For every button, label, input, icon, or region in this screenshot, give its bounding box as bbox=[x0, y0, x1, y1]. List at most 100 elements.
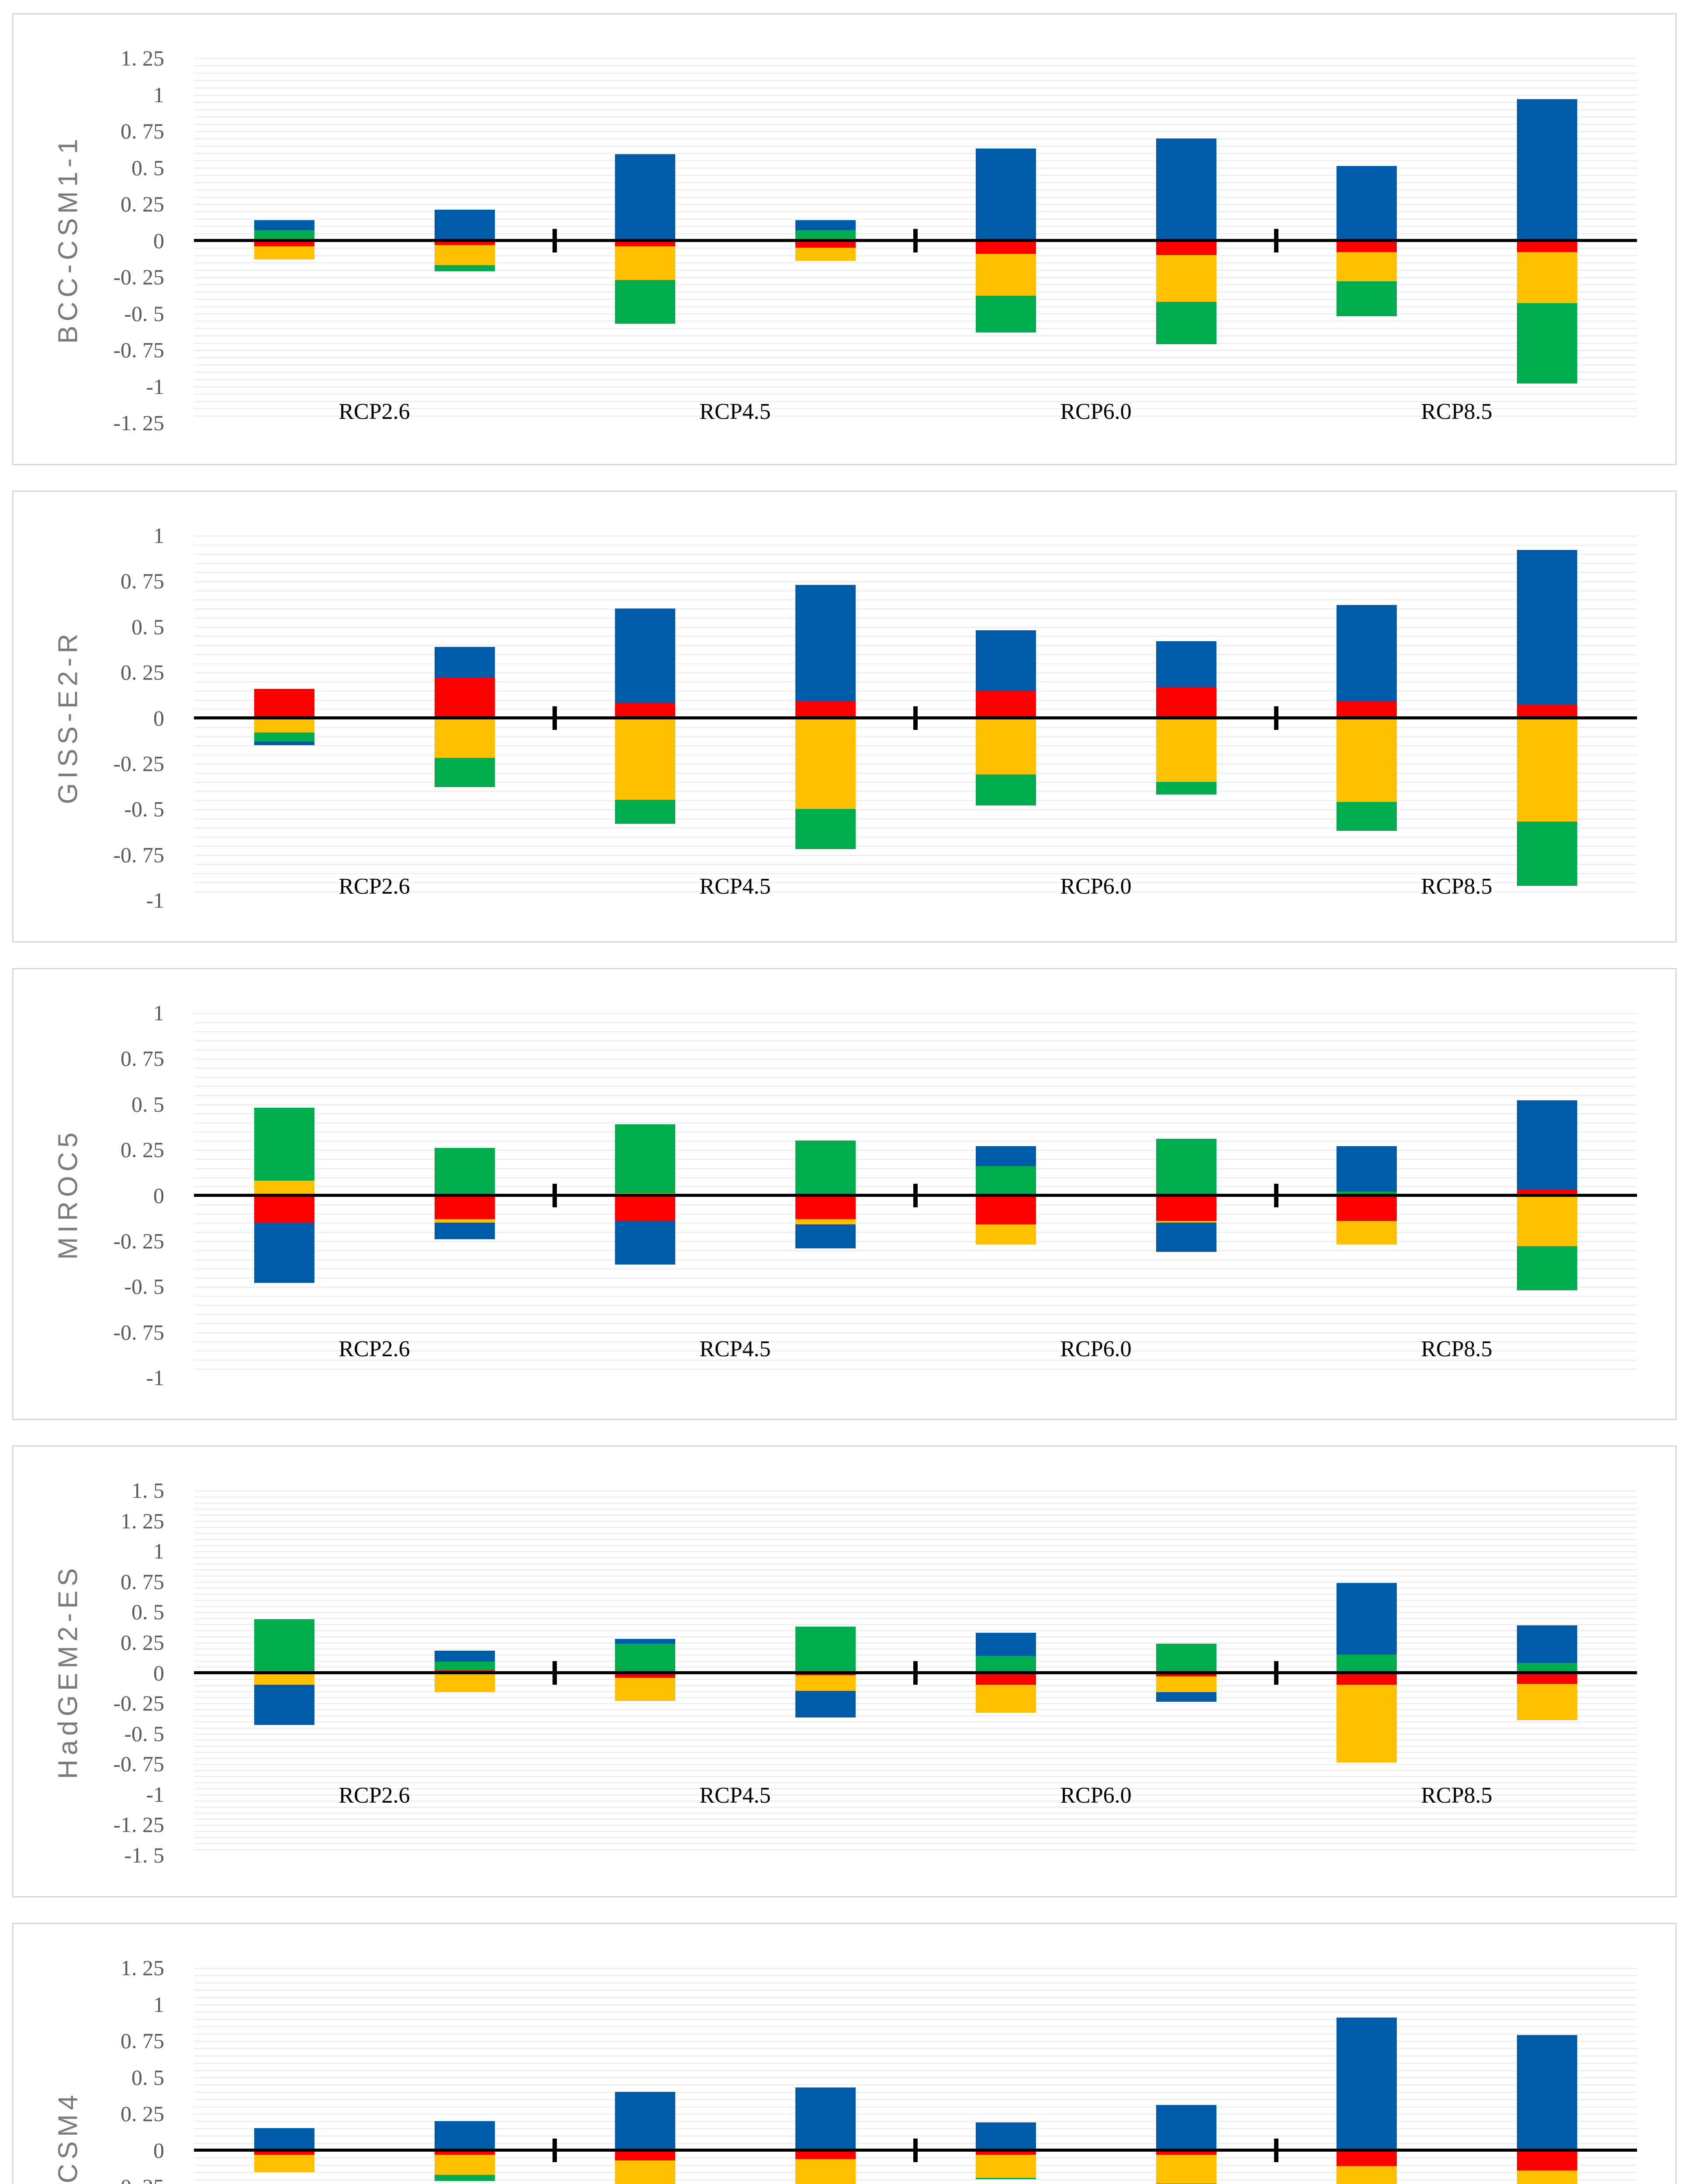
bar-segment-green bbox=[1336, 802, 1397, 831]
bar-segment-yellow bbox=[1156, 255, 1216, 302]
stacked-bar bbox=[615, 58, 675, 423]
bar-segment-green bbox=[434, 758, 495, 788]
bar-segment-green bbox=[795, 1626, 856, 1673]
bar-segment-red bbox=[1336, 701, 1397, 718]
category-divider-tick bbox=[553, 1661, 557, 1685]
stacked-bar bbox=[615, 1013, 675, 1378]
bar-segment-red bbox=[795, 2150, 856, 2159]
bar-segment-yellow bbox=[615, 1677, 675, 1701]
bar-segment-yellow bbox=[254, 1673, 314, 1685]
stacked-bar bbox=[795, 536, 856, 900]
bar-segment-blue bbox=[975, 1146, 1036, 1166]
category-divider-tick bbox=[553, 1183, 557, 1207]
bar-segment-blue bbox=[975, 2122, 1036, 2150]
bar-segment-blue bbox=[434, 1223, 495, 1239]
y-tick-label: 0 bbox=[153, 705, 164, 730]
bar-segment-blue bbox=[615, 154, 675, 241]
y-tick-label: 0. 25 bbox=[121, 192, 164, 216]
bar-segment-red bbox=[1516, 2150, 1577, 2171]
bar-segment-blue bbox=[615, 608, 675, 704]
stacked-bar bbox=[615, 1968, 675, 2184]
bar-segment-red bbox=[1156, 1195, 1216, 1221]
bar-segment-green bbox=[1156, 1643, 1216, 1673]
y-tick-label: -0. 25 bbox=[113, 1691, 164, 1716]
bar-segment-blue bbox=[1516, 1625, 1577, 1663]
chart-panel-hadgem2-es: HadGEM2-ES 1. 5 1. 25 1 0. 75 0. 5 0. 25 0 -0. 2… bbox=[12, 1445, 1677, 1897]
y-tick-label: 0 bbox=[153, 1660, 164, 1685]
bar-segment-blue bbox=[1516, 2035, 1577, 2150]
bar-segment-green bbox=[795, 809, 856, 850]
chart-panel-miroc5: MIROC5 1 0. 75 0. 5 0. 25 0 -0. 25 -0. 5 -0. 75-… bbox=[12, 968, 1677, 1420]
y-tick-label: 0. 5 bbox=[131, 614, 164, 639]
stacked-bar bbox=[1336, 1013, 1397, 1378]
bar-segment-yellow bbox=[1156, 2154, 1216, 2184]
bar-segment-yellow bbox=[254, 246, 314, 259]
bar-segment-green bbox=[1156, 301, 1216, 344]
bar-segment-yellow bbox=[1336, 2166, 1397, 2184]
bar-segment-red bbox=[254, 1195, 314, 1223]
bar-segment-yellow bbox=[1516, 2170, 1577, 2184]
bar-segment-blue bbox=[254, 1685, 314, 1725]
bar-segment-yellow bbox=[975, 2154, 1036, 2178]
y-tick-label: 0. 75 bbox=[121, 1046, 164, 1071]
bar-segment-green bbox=[1336, 281, 1397, 317]
category-label: RCP2.6 bbox=[338, 1783, 410, 1808]
bar-segment-yellow bbox=[254, 718, 314, 733]
bar-segment-green bbox=[1336, 1192, 1397, 1196]
stacked-bar bbox=[434, 1968, 495, 2184]
bar-segment-green bbox=[434, 1662, 495, 1670]
bar-segment-green bbox=[615, 280, 675, 324]
category-label: RCP2.6 bbox=[338, 874, 410, 899]
category-divider-tick bbox=[913, 228, 918, 252]
y-tick-label: -0. 75 bbox=[113, 1320, 164, 1344]
y-tick-label: 1 bbox=[153, 1001, 164, 1025]
category-label: RCP8.5 bbox=[1421, 399, 1492, 424]
bar-segment-red bbox=[1336, 240, 1397, 252]
bar-segment-red bbox=[795, 1195, 856, 1219]
y-tick-label: 0 bbox=[153, 2138, 164, 2163]
y-tick-label: -1 bbox=[146, 374, 164, 399]
bar-segment-yellow bbox=[434, 2154, 495, 2175]
bar-segment-yellow bbox=[975, 253, 1036, 296]
stacked-bar bbox=[615, 1490, 675, 1855]
y-tick-label: -1. 25 bbox=[113, 411, 164, 435]
bar-segment-blue bbox=[254, 220, 314, 231]
bar-segment-green bbox=[975, 2177, 1036, 2180]
bar-segment-yellow bbox=[1516, 252, 1577, 304]
bar-segment-green bbox=[615, 1643, 675, 1673]
stacked-bar bbox=[975, 58, 1036, 423]
category-label: RCP4.5 bbox=[699, 399, 771, 424]
bar-segment-yellow bbox=[615, 246, 675, 280]
bar-segment-blue bbox=[434, 646, 495, 678]
y-tick-label: -0. 75 bbox=[113, 842, 164, 867]
bar-segment-yellow bbox=[795, 1675, 856, 1691]
bar-segment-blue bbox=[1156, 2105, 1216, 2150]
bar-segment-yellow bbox=[975, 1224, 1036, 1245]
stacked-bar bbox=[254, 1490, 314, 1855]
bar-segment-blue bbox=[1336, 605, 1397, 702]
bar-segment-red bbox=[615, 1673, 675, 1678]
bar-segment-red bbox=[254, 2150, 314, 2155]
category-label: RCP8.5 bbox=[1421, 1783, 1492, 1808]
bar-segment-blue bbox=[615, 1638, 675, 1644]
bar-segment-yellow bbox=[1516, 718, 1577, 822]
bar-segment-red bbox=[615, 703, 675, 718]
bar-segment-yellow bbox=[795, 718, 856, 809]
chart-panel-giss-e2-r: GISS-E2-R 1 0. 75 0. 5 0. 25 0 -0. 25 -0. 5 -0. … bbox=[12, 491, 1677, 943]
category-label: RCP8.5 bbox=[1421, 874, 1492, 899]
category-label: RCP6.0 bbox=[1060, 1783, 1132, 1808]
category-divider-tick bbox=[553, 2138, 557, 2162]
bar-segment-blue bbox=[1336, 2017, 1397, 2150]
bar-segment-red bbox=[434, 1195, 495, 1219]
bar-segment-yellow bbox=[795, 248, 856, 261]
stacked-bar bbox=[1336, 58, 1397, 423]
y-tick-label: -0. 25 bbox=[113, 751, 164, 776]
bar-segment-green bbox=[1156, 1139, 1216, 1196]
bar-segment-blue bbox=[1156, 1223, 1216, 1252]
category-label: RCP6.0 bbox=[1060, 1337, 1132, 1362]
bar-segment-green bbox=[434, 2175, 495, 2181]
bar-segment-blue bbox=[1156, 1692, 1216, 1702]
plot-area: RCP2.6 RCP4.5 RCP6.0 RCP8.5 bbox=[194, 1490, 1637, 1855]
y-tick-label: -0. 25 bbox=[113, 265, 164, 289]
y-tick-label: 0. 25 bbox=[121, 660, 164, 685]
